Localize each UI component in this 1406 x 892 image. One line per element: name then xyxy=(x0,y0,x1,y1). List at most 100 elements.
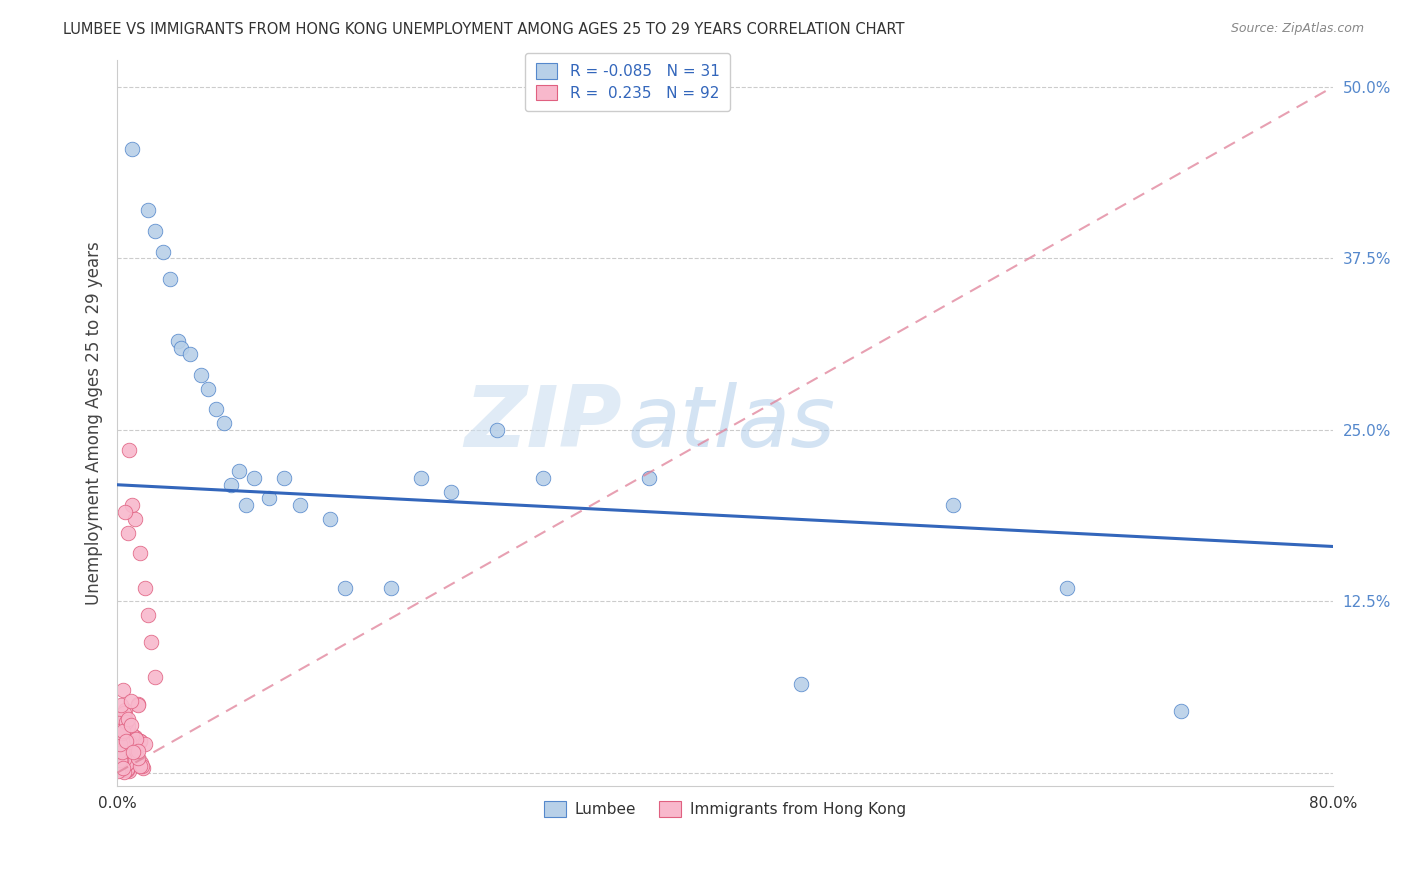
Point xyxy=(107,753,129,767)
Point xyxy=(136,608,159,623)
Point xyxy=(124,512,146,526)
Point xyxy=(139,635,162,649)
Point xyxy=(108,744,131,758)
Point xyxy=(107,723,129,738)
Point xyxy=(112,764,135,779)
Point xyxy=(117,712,139,726)
Point xyxy=(288,499,311,513)
Point xyxy=(333,581,356,595)
Point xyxy=(117,763,139,777)
Point xyxy=(219,477,242,491)
Point xyxy=(111,683,134,698)
Point xyxy=(115,762,138,776)
Point xyxy=(120,757,142,772)
Text: LUMBEE VS IMMIGRANTS FROM HONG KONG UNEMPLOYMENT AMONG AGES 25 TO 29 YEARS CORRE: LUMBEE VS IMMIGRANTS FROM HONG KONG UNEM… xyxy=(63,22,905,37)
Point xyxy=(114,752,136,766)
Point xyxy=(114,731,136,746)
Point xyxy=(110,731,132,746)
Point xyxy=(319,512,342,526)
Y-axis label: Unemployment Among Ages 25 to 29 years: Unemployment Among Ages 25 to 29 years xyxy=(86,241,103,605)
Point xyxy=(111,745,134,759)
Point xyxy=(129,733,152,747)
Point xyxy=(124,730,146,744)
Point xyxy=(134,581,156,595)
Point xyxy=(1056,581,1078,595)
Point xyxy=(128,734,150,748)
Point xyxy=(205,402,228,417)
Point xyxy=(112,743,135,757)
Point xyxy=(132,761,155,775)
Point xyxy=(129,756,152,770)
Legend: Lumbee, Immigrants from Hong Kong: Lumbee, Immigrants from Hong Kong xyxy=(536,792,915,826)
Text: ZIP: ZIP xyxy=(464,382,621,465)
Point xyxy=(110,737,132,751)
Point xyxy=(114,505,136,519)
Point xyxy=(638,471,661,485)
Point xyxy=(114,703,136,717)
Point xyxy=(117,745,139,759)
Point xyxy=(112,752,135,766)
Point xyxy=(942,499,965,513)
Point xyxy=(110,760,132,774)
Point xyxy=(118,755,141,769)
Point xyxy=(127,750,149,764)
Point xyxy=(257,491,280,506)
Point xyxy=(124,753,146,767)
Point xyxy=(120,726,142,740)
Point xyxy=(440,484,463,499)
Point xyxy=(110,737,132,751)
Point xyxy=(107,756,129,771)
Point xyxy=(122,745,145,759)
Point xyxy=(110,753,132,767)
Point xyxy=(170,341,193,355)
Text: atlas: atlas xyxy=(627,382,835,465)
Point xyxy=(115,747,138,761)
Point xyxy=(118,747,141,762)
Point xyxy=(212,416,235,430)
Point xyxy=(790,676,813,690)
Point xyxy=(115,758,138,772)
Point xyxy=(120,694,142,708)
Point xyxy=(114,734,136,748)
Point xyxy=(228,464,250,478)
Point xyxy=(110,761,132,775)
Point xyxy=(108,755,131,769)
Point xyxy=(243,471,266,485)
Point xyxy=(128,744,150,758)
Point xyxy=(531,471,554,485)
Point xyxy=(115,756,138,770)
Point xyxy=(114,727,136,741)
Point xyxy=(118,764,141,778)
Point xyxy=(115,736,138,750)
Point xyxy=(129,546,152,560)
Point xyxy=(115,739,138,754)
Point xyxy=(131,759,153,773)
Point xyxy=(380,581,402,595)
Point xyxy=(107,764,129,778)
Text: Source: ZipAtlas.com: Source: ZipAtlas.com xyxy=(1230,22,1364,36)
Point xyxy=(121,499,143,513)
Point xyxy=(121,142,143,156)
Point xyxy=(409,471,432,485)
Point xyxy=(114,750,136,764)
Point xyxy=(190,368,212,382)
Point xyxy=(118,740,141,755)
Point xyxy=(111,747,134,761)
Point xyxy=(235,499,257,513)
Point xyxy=(117,525,139,540)
Point xyxy=(134,738,156,752)
Point xyxy=(159,272,181,286)
Point xyxy=(112,761,135,775)
Point xyxy=(197,382,219,396)
Point xyxy=(129,759,152,773)
Point xyxy=(152,244,174,259)
Point xyxy=(111,749,134,764)
Point xyxy=(111,724,134,739)
Point xyxy=(118,443,141,458)
Point xyxy=(115,735,138,749)
Point xyxy=(112,741,135,756)
Point xyxy=(110,753,132,767)
Point xyxy=(122,730,145,744)
Point xyxy=(117,761,139,775)
Point xyxy=(273,471,295,485)
